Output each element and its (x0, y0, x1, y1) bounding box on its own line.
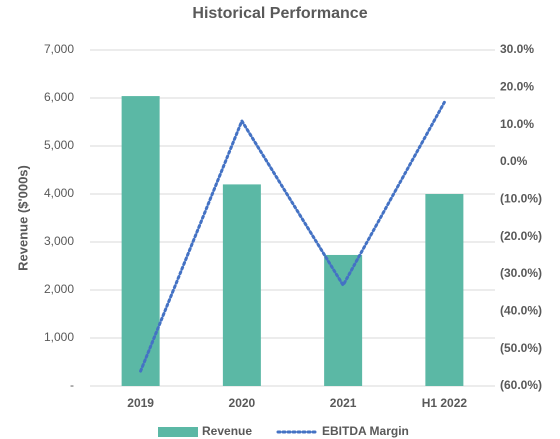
y2-tick-label: (40.0%) (500, 304, 542, 318)
legend-swatch (158, 427, 198, 437)
y-tick-label: 4,000 (44, 186, 74, 200)
bar (324, 254, 363, 386)
x-tick-label: 2021 (330, 396, 357, 410)
y2-tick-label: (30.0%) (500, 266, 542, 280)
y-tick-label: - (70, 378, 74, 392)
legend-label: Revenue (202, 424, 252, 438)
bar (425, 194, 464, 386)
y-tick-label: 2,000 (44, 282, 74, 296)
y-tick-label: 1,000 (44, 330, 74, 344)
line (139, 100, 446, 373)
y-axis-label: Revenue ($'000s) (15, 165, 30, 271)
x-tick-label: 2020 (229, 396, 256, 410)
y2-tick-label: (50.0%) (500, 341, 542, 355)
bar (121, 96, 160, 386)
chart-title: Historical Performance (192, 5, 367, 22)
y2-tick-label: 10.0% (500, 117, 534, 131)
y-tick-label: 7,000 (44, 42, 74, 56)
x-tick-label: H1 2022 (422, 396, 468, 410)
y2-tick-label: (10.0%) (500, 192, 542, 206)
y-tick-label: 5,000 (44, 138, 74, 152)
y2-tick-label: 20.0% (500, 80, 534, 94)
y2-tick-label: 0.0% (500, 154, 528, 168)
legend-label: EBITDA Margin (322, 424, 409, 438)
x-tick-label: 2019 (127, 396, 154, 410)
bar (222, 184, 261, 386)
y-tick-label: 3,000 (44, 234, 74, 248)
y2-tick-label: (60.0%) (500, 378, 542, 392)
y2-tick-label: (20.0%) (500, 229, 542, 243)
y2-tick-label: 30.0% (500, 42, 534, 56)
y-tick-label: 6,000 (44, 90, 74, 104)
